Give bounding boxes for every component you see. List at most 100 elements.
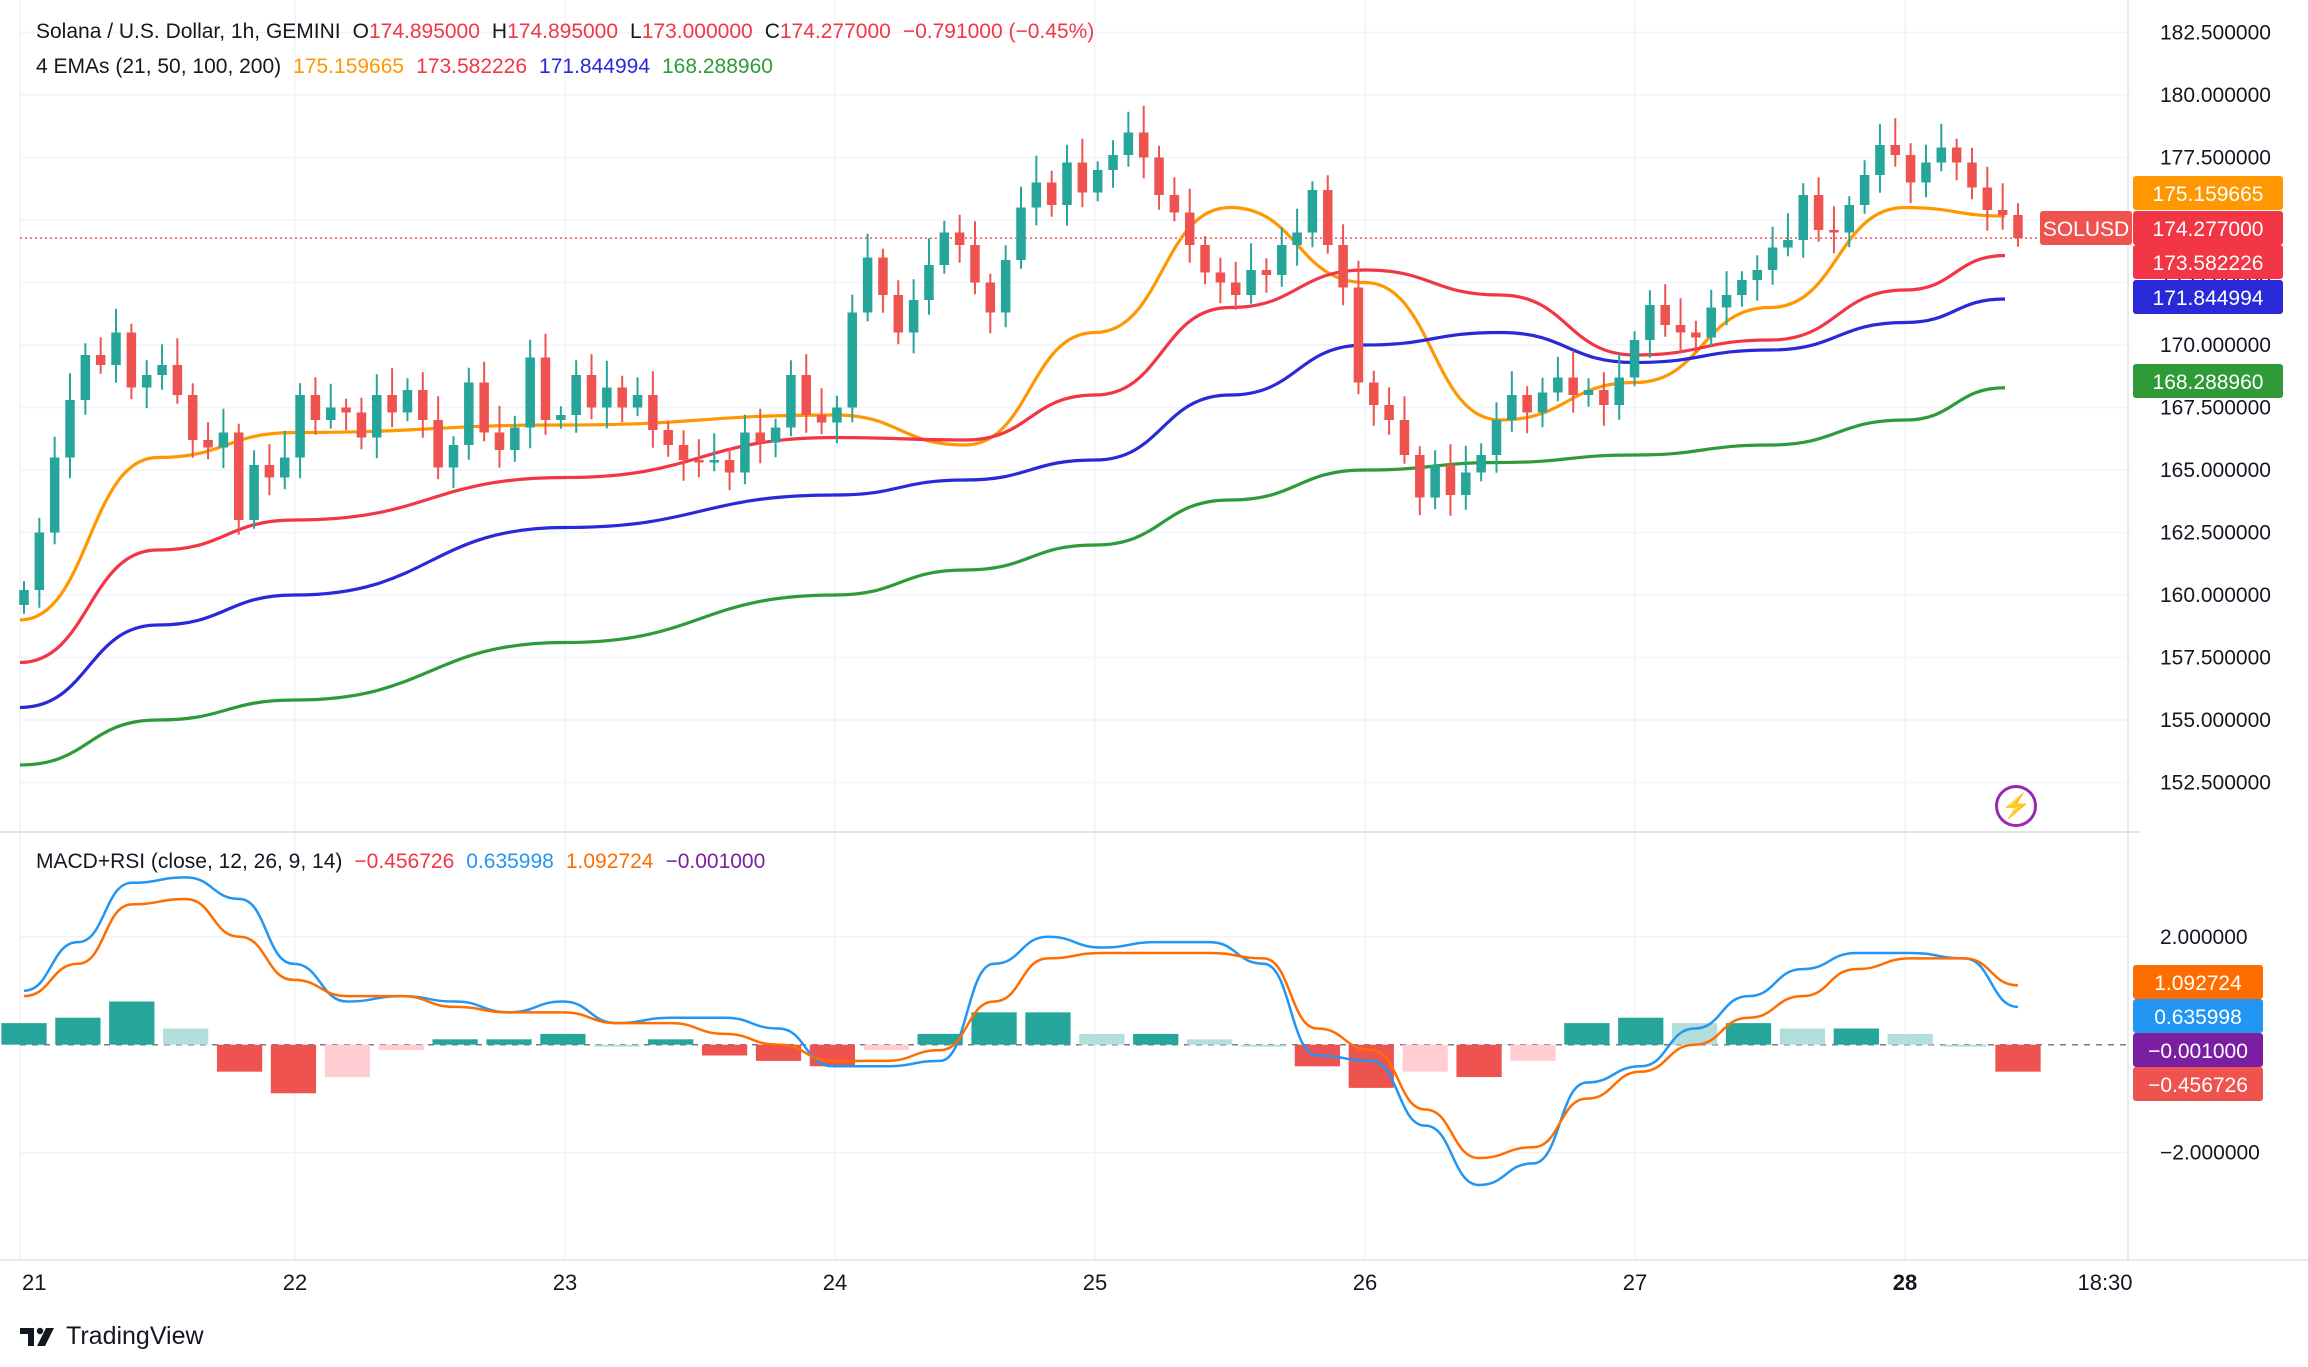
candle-up bbox=[1507, 395, 1517, 420]
price-badge-label: 168.288960 bbox=[2153, 371, 2264, 394]
candle-up bbox=[1614, 377, 1624, 405]
candle-down bbox=[878, 257, 888, 295]
time-tick-label: 18:30 bbox=[2077, 1270, 2132, 1295]
candle-down bbox=[540, 357, 551, 420]
price-badge bbox=[2133, 364, 2283, 398]
ohlc-low: L173.000000 bbox=[630, 20, 753, 43]
candle-up bbox=[80, 355, 91, 400]
candle-up bbox=[862, 257, 873, 313]
macd-histogram-bar bbox=[809, 1044, 856, 1067]
candle-down bbox=[663, 430, 673, 445]
ema200-value: 168.288960 bbox=[662, 55, 773, 78]
candle-up bbox=[1721, 295, 1732, 308]
price-badge-label: 173.582226 bbox=[2153, 252, 2264, 275]
ema-line-ema-21 bbox=[19, 205, 2006, 622]
macd-histogram-bar bbox=[1618, 1017, 1664, 1045]
candle-up bbox=[632, 395, 643, 408]
candle-down bbox=[387, 395, 397, 413]
candle-up bbox=[1629, 340, 1640, 378]
tradingview-logo-icon bbox=[20, 1327, 54, 1346]
candle-down bbox=[2013, 215, 2023, 238]
candle-down bbox=[479, 382, 489, 433]
time-tick-label: 26 bbox=[1353, 1270, 1377, 1295]
macd-badge-label: 1.092724 bbox=[2154, 972, 2242, 995]
candle-down bbox=[1230, 282, 1241, 295]
price-tick-label: 152.500000 bbox=[2160, 772, 2271, 795]
candle-up bbox=[525, 357, 535, 428]
candle-up bbox=[847, 312, 858, 408]
macd-histogram-bar bbox=[109, 1001, 155, 1045]
candle-up bbox=[770, 427, 781, 443]
candle-down bbox=[1890, 145, 1901, 155]
candle-down bbox=[1323, 190, 1333, 245]
candle-down bbox=[1691, 332, 1701, 338]
candle-down bbox=[1813, 195, 1824, 230]
candle-up bbox=[295, 395, 305, 458]
candle-up bbox=[1553, 377, 1563, 393]
price-tick-label: 177.500000 bbox=[2160, 147, 2271, 170]
price-badge-label: 174.277000 bbox=[2153, 218, 2264, 241]
price-badge bbox=[2133, 280, 2283, 314]
tradingview-logo[interactable]: TradingView bbox=[20, 1322, 204, 1351]
candle-up bbox=[65, 400, 75, 458]
macd-histogram bbox=[1, 1001, 2041, 1094]
price-tick-label: 170.000000 bbox=[2160, 334, 2271, 357]
candle-down bbox=[126, 332, 137, 388]
price-tick-label: 157.500000 bbox=[2160, 647, 2271, 670]
lightning-icon[interactable]: ⚡ bbox=[1995, 785, 2037, 827]
macd-signal-line bbox=[23, 897, 2019, 1160]
price-change: −0.791000 (−0.45%) bbox=[902, 20, 1095, 43]
macd-line-value: 0.635998 bbox=[466, 850, 554, 873]
tradingview-brand: TradingView bbox=[66, 1322, 204, 1350]
candle-up bbox=[34, 532, 45, 590]
macd-histogram-bar bbox=[594, 1044, 640, 1047]
candle-down bbox=[1522, 395, 1532, 413]
candle-up bbox=[1031, 182, 1042, 208]
candle-up bbox=[1583, 390, 1594, 395]
macd-histogram-value: −0.456726 bbox=[354, 850, 455, 873]
candle-down bbox=[1184, 212, 1195, 245]
ema-title: 4 EMAs (21, 50, 100, 200) bbox=[36, 55, 282, 78]
macd-histogram-bar bbox=[216, 1044, 263, 1072]
candle-down bbox=[1399, 420, 1410, 455]
candle-down bbox=[893, 295, 904, 333]
candle-up bbox=[1844, 205, 1855, 233]
candle-down bbox=[1415, 455, 1425, 498]
ohlc-high: H174.895000 bbox=[491, 20, 619, 43]
price-tick-label: 155.000000 bbox=[2160, 709, 2271, 732]
macd-histogram-bar bbox=[1779, 1028, 1826, 1045]
candle-up bbox=[1307, 190, 1318, 233]
macd-badge-label: −0.001000 bbox=[2148, 1040, 2248, 1063]
candle-up bbox=[1108, 155, 1118, 170]
candle-down bbox=[816, 415, 827, 423]
candle-up bbox=[1767, 247, 1778, 270]
price-tick-label: 180.000000 bbox=[2160, 84, 2271, 107]
macd-signal-value: 1.092724 bbox=[565, 850, 654, 873]
candle-down bbox=[1154, 157, 1164, 195]
macd-histogram-bar bbox=[1079, 1033, 1125, 1045]
macd-histogram-bar bbox=[1456, 1044, 1502, 1078]
macd-histogram-bar bbox=[648, 1039, 694, 1045]
candle-up bbox=[1062, 162, 1072, 205]
macd-badge bbox=[2133, 999, 2263, 1033]
macd-tick-label: −2.000000 bbox=[2160, 1142, 2260, 1165]
macd-histogram-bar bbox=[701, 1044, 748, 1056]
candle-up bbox=[1645, 305, 1655, 340]
ema21-value: 175.159665 bbox=[293, 55, 405, 78]
ema-line-ema-200 bbox=[19, 386, 2006, 767]
ohlc-close: C174.277000 bbox=[764, 20, 891, 43]
macd-histogram-bar bbox=[917, 1033, 963, 1045]
candle-up bbox=[1859, 175, 1870, 205]
macd-badge bbox=[2133, 965, 2263, 999]
candle-down bbox=[1046, 182, 1057, 205]
macd-histogram-bar bbox=[1887, 1033, 1933, 1045]
candle-up bbox=[1537, 392, 1548, 413]
candle-up bbox=[510, 427, 520, 450]
candle-down bbox=[586, 375, 597, 408]
symbol-badge-label: SOLUSD bbox=[2043, 218, 2129, 241]
candle-down bbox=[1353, 287, 1364, 383]
candle-up bbox=[1737, 280, 1747, 295]
candle-up bbox=[908, 300, 919, 333]
